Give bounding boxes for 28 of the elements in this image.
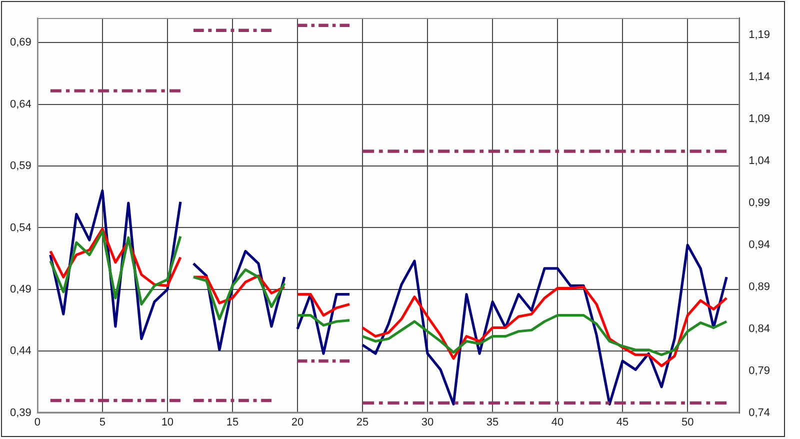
y2-tick-label: 1,19: [748, 28, 770, 41]
x-tick-label: 45: [616, 416, 629, 428]
y-tick-label: 0,69: [10, 36, 32, 49]
y2-tick-label: 1,04: [748, 154, 770, 167]
x-tick-label: 5: [99, 416, 106, 428]
x-tick-label: 40: [551, 416, 564, 428]
y2-tick-label: 0,74: [748, 406, 770, 419]
y2-tick-label: 0,89: [748, 280, 770, 293]
x-tick-label: 50: [681, 416, 694, 428]
y2-tick-label: 1,14: [748, 70, 770, 83]
x-tick-label: 25: [356, 416, 369, 428]
y-tick-label: 0,59: [10, 160, 32, 172]
x-tick-label: 0: [34, 416, 40, 428]
x-tick-label: 30: [421, 416, 434, 428]
y-tick-label: 0,49: [10, 283, 32, 296]
x-tick-label: 10: [161, 416, 174, 428]
y2-tick-label: 0,84: [748, 322, 770, 335]
x-tick-label: 20: [291, 416, 304, 428]
x-tick-label: 35: [486, 416, 499, 428]
x-tick-label: 15: [226, 416, 239, 428]
y2-tick-label: 0,99: [748, 196, 770, 209]
y-tick-label: 0,44: [10, 345, 32, 358]
y2-tick-label: 0,79: [748, 364, 770, 377]
y2-tick-label: 0,94: [748, 238, 770, 251]
y-tick-label: 0,39: [10, 406, 32, 419]
y-tick-label: 0,64: [10, 98, 32, 110]
y-tick-label: 0,54: [10, 222, 32, 234]
y2-tick-label: 1,09: [748, 112, 770, 125]
